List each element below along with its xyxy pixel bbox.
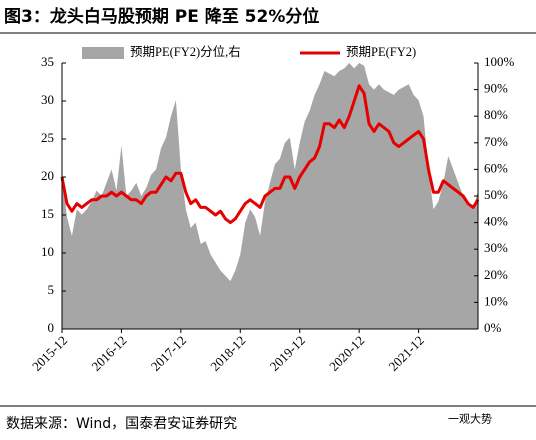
y-tick-label: 0 bbox=[48, 320, 55, 335]
x-tick-label: 2017-12 bbox=[148, 333, 189, 374]
y-tick-label: 30 bbox=[41, 92, 54, 107]
source: 数据来源：Wind，国泰君安证券研究 bbox=[6, 416, 237, 432]
watermark: 一观大势 bbox=[448, 412, 492, 426]
y2-tick-label: 30% bbox=[484, 240, 508, 255]
y2-tick-label: 60% bbox=[484, 160, 508, 175]
y2-tick-label: 0% bbox=[484, 320, 502, 335]
y2-tick-label: 100% bbox=[484, 54, 515, 69]
x-tick-label: 2018-12 bbox=[207, 333, 248, 374]
y2-tick-label: 20% bbox=[484, 267, 508, 282]
x-tick-label: 2015-12 bbox=[29, 333, 70, 374]
legend-label: 预期PE(FY2)分位,右 bbox=[130, 44, 241, 59]
x-tick-label: 2020-12 bbox=[326, 333, 367, 374]
y2-tick-label: 50% bbox=[484, 187, 508, 202]
legend-swatch bbox=[82, 47, 124, 59]
y2-tick-label: 10% bbox=[484, 293, 508, 308]
y2-tick-label: 70% bbox=[484, 134, 508, 149]
chart-title: 图3：龙头白马股预期 PE 降至 52%分位 bbox=[4, 6, 319, 27]
legend-label: 预期PE(FY2) bbox=[346, 45, 416, 59]
y-tick-label: 5 bbox=[48, 282, 55, 297]
y-tick-label: 20 bbox=[41, 168, 54, 183]
line bbox=[60, 84, 480, 225]
y-tick-label: 10 bbox=[41, 244, 54, 259]
y2-tick-label: 90% bbox=[484, 81, 508, 96]
y2-tick-label: 40% bbox=[484, 214, 508, 229]
x-tick-label: 2021-12 bbox=[386, 333, 427, 374]
y-tick-label: 35 bbox=[41, 54, 54, 69]
x-tick-label: 2016-12 bbox=[88, 333, 129, 374]
x-tick-label: 2019-12 bbox=[267, 333, 308, 374]
y-tick-label: 15 bbox=[41, 206, 54, 221]
y-tick-label: 25 bbox=[41, 130, 54, 145]
y2-tick-label: 80% bbox=[484, 107, 508, 122]
